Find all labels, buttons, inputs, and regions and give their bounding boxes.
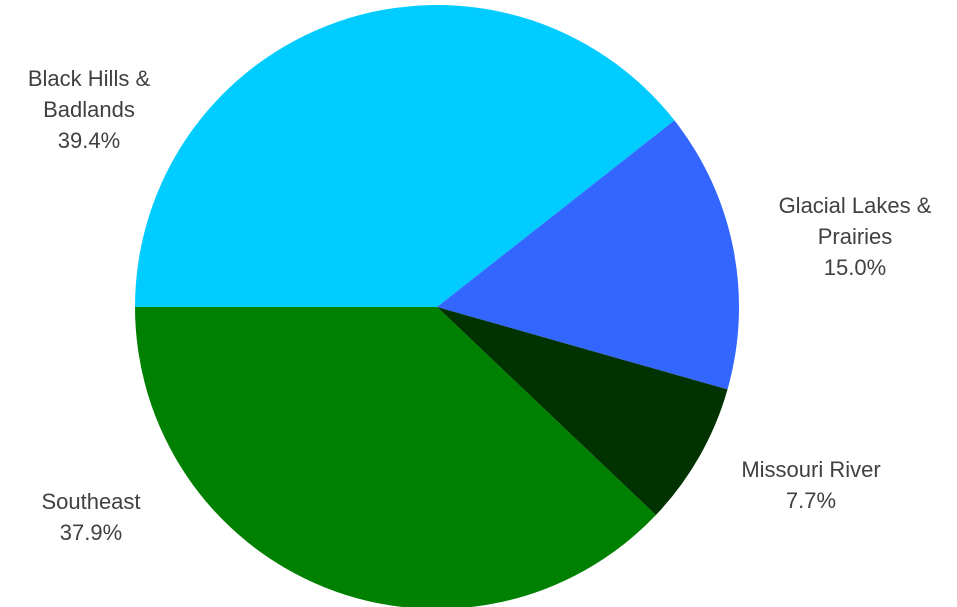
pie-value-label: 37.9% — [60, 520, 122, 545]
pie-slice-glacial-lakes-and-prairies — [437, 120, 739, 390]
pie-category-label: Prairies — [818, 224, 893, 249]
pie-label-black-hills-and-badlands: Black Hills & Badlands 39.4% — [28, 66, 151, 153]
pie-label-glacial-lakes-and-prairies: Glacial Lakes & Prairies 15.0% — [779, 193, 932, 280]
pie-category-label: Glacial Lakes & — [779, 193, 932, 218]
pie-label-southeast: Southeast 37.9% — [41, 489, 140, 545]
pie-category-label: Southeast — [41, 489, 140, 514]
pie-slice-missouri-river — [437, 307, 728, 516]
pie-labels: Black Hills & Badlands 39.4% Glacial Lakes … — [28, 66, 932, 545]
pie-value-label: 7.7% — [786, 488, 836, 513]
pie-category-label: Badlands — [43, 97, 135, 122]
pie-slice-southeast — [135, 307, 656, 607]
pie-category-label: Black Hills & — [28, 66, 151, 91]
pie-slices — [135, 4, 739, 607]
pie-label-missouri-river: Missouri River 7.7% — [741, 457, 880, 513]
pie-slice-black-hills-and-badlands — [135, 4, 675, 308]
pie-value-label: 39.4% — [58, 128, 120, 153]
pie-value-label: 15.0% — [824, 255, 886, 280]
pie-category-label: Missouri River — [741, 457, 880, 482]
